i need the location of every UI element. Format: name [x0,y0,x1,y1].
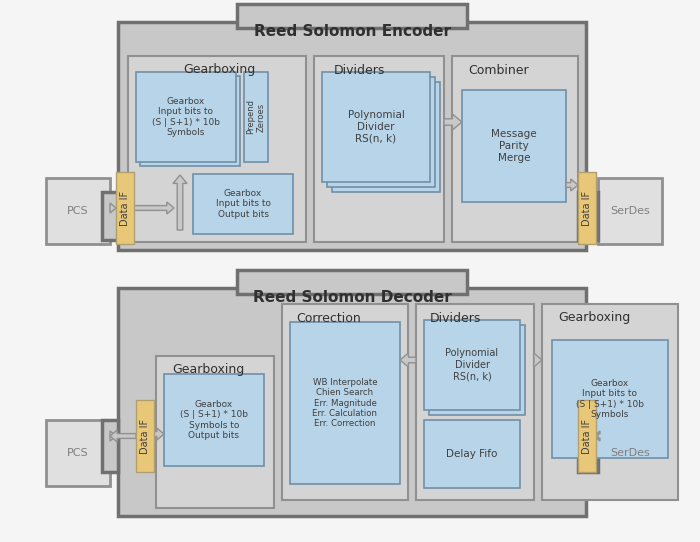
Bar [46,178,110,244]
Bar [552,340,668,458]
Text: PCS: PCS [67,448,89,458]
Bar [542,304,678,500]
Text: Correction: Correction [296,312,360,325]
Text: Message
Parity
Merge: Message Parity Merge [491,130,537,163]
Text: WB Interpolate
Chien Search
Err. Magnitude
Err. Calculation
Err. Correction: WB Interpolate Chien Search Err. Magnitu… [312,378,377,428]
Bar [322,72,430,182]
Bar [282,304,408,500]
Text: Reed Solomon Decoder: Reed Solomon Decoder [253,291,452,306]
Bar [327,77,435,187]
Bar [578,172,596,244]
Bar [598,420,662,486]
Bar [128,56,306,242]
Bar [429,325,525,415]
Text: Data IF: Data IF [120,190,130,225]
Bar [136,400,154,472]
Bar [102,192,118,240]
Bar [452,56,578,242]
Bar [578,192,598,240]
Text: Gearboxing: Gearboxing [172,364,244,377]
Bar [140,76,240,166]
Bar [237,4,467,28]
Text: Data IF: Data IF [140,418,150,454]
Text: Polynomial
Divider
RS(n, k): Polynomial Divider RS(n, k) [348,111,405,144]
Polygon shape [110,203,116,213]
Bar [164,374,264,466]
Bar [46,420,110,486]
Text: Data IF: Data IF [582,190,592,225]
Polygon shape [110,430,136,442]
Text: SerDes: SerDes [610,206,650,216]
Text: SerDes: SerDes [610,448,650,458]
Polygon shape [533,353,542,367]
Bar [424,320,520,410]
Polygon shape [591,409,598,421]
Polygon shape [173,175,187,230]
Bar [462,90,566,202]
Bar [578,400,596,472]
Polygon shape [592,180,598,190]
Text: Prepend
Zeroes: Prepend Zeroes [246,100,266,134]
Bar [416,304,534,500]
Text: PCS: PCS [67,206,89,216]
Text: Delay Fifo: Delay Fifo [447,449,498,459]
Text: Polynomial
Divider
RS(n, k): Polynomial Divider RS(n, k) [445,349,498,382]
Bar [290,322,400,484]
Text: Gearboxing: Gearboxing [558,312,630,325]
Polygon shape [400,353,416,367]
Polygon shape [594,431,600,441]
Bar [424,420,520,488]
Text: Gearbox
Input bits to
Output bits: Gearbox Input bits to Output bits [216,189,270,219]
Polygon shape [154,428,164,440]
Bar [244,72,268,162]
Bar [314,56,444,242]
Bar [193,174,293,234]
Polygon shape [134,202,174,214]
Bar [118,22,586,250]
Bar [156,356,274,508]
Bar [578,420,598,472]
Bar [237,270,467,294]
Polygon shape [566,179,578,191]
Bar [116,172,134,244]
Text: Combiner: Combiner [468,63,528,76]
Bar [118,288,586,516]
Text: Gearboxing: Gearboxing [183,63,256,76]
Bar [598,178,662,244]
Text: Dividers: Dividers [334,63,386,76]
Polygon shape [110,431,116,441]
Text: Gearbox
(S | S+1) * 10b
Symbols to
Output bits: Gearbox (S | S+1) * 10b Symbols to Outpu… [180,400,248,440]
Text: Data IF: Data IF [582,418,592,454]
Text: Reed Solomon Encoder: Reed Solomon Encoder [253,24,451,40]
Text: Gearbox
Input bits to
(S | S+1) * 10b
Symbols: Gearbox Input bits to (S | S+1) * 10b Sy… [576,379,644,419]
Text: Dividers: Dividers [430,312,482,325]
Bar [102,420,118,472]
Bar [332,82,440,192]
Text: Gearbox
Input bits to
(S | S+1) * 10b
Symbols: Gearbox Input bits to (S | S+1) * 10b Sy… [152,97,220,137]
Bar [136,72,236,162]
Polygon shape [444,114,462,130]
